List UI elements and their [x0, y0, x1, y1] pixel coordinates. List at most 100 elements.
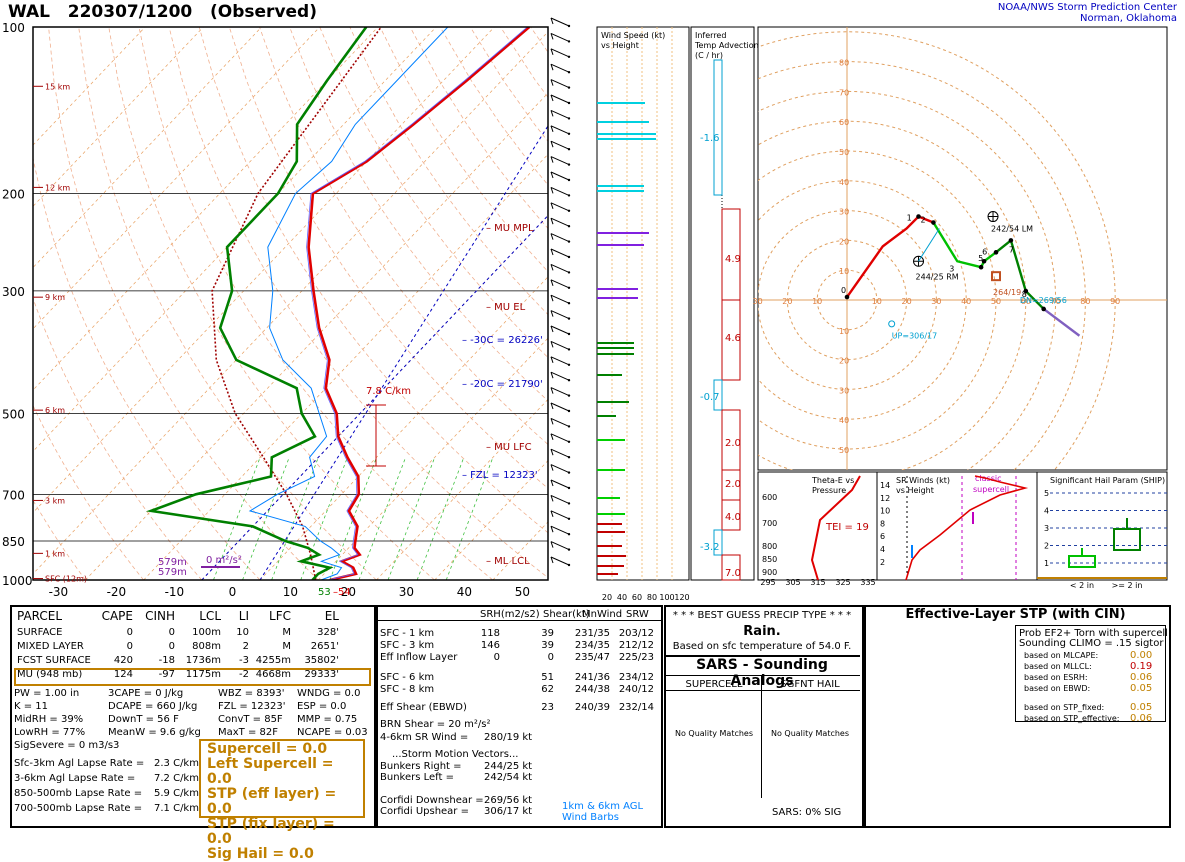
srw-subtitle: vs Height — [896, 486, 934, 495]
stp-prob-row: based on MLCAPE:0.00 — [1024, 651, 1154, 661]
comp-stp-fix: STP (fix layer) = 0.0 — [207, 817, 363, 847]
parcel-cell: 35802' — [294, 654, 342, 668]
wind-barb — [551, 218, 569, 226]
shear-cell: Eff Inflow Layer — [380, 652, 457, 664]
iso30-label: – -30C = 26226' — [462, 335, 543, 346]
stp-prob-label: based on ESRH: — [1024, 673, 1088, 682]
temp-adv-value: 2.0 — [725, 438, 741, 449]
wind-barb — [551, 557, 569, 565]
stp-prob-value: 0.06 — [1130, 714, 1152, 724]
wind-barb-base — [568, 271, 570, 273]
motion-row: Bunkers Right =244/25 kt — [380, 761, 540, 772]
parcel-cell: M — [252, 640, 294, 654]
ship-y-tick: 4 — [1044, 507, 1049, 516]
ship-category: < 2 in — [1070, 581, 1094, 590]
stp-prob-row: based on ESRH:0.06 — [1024, 673, 1154, 683]
stp-prob-row: based on MLLCL:0.19 — [1024, 662, 1154, 672]
precip-title: * * * BEST GUESS PRECIP TYPE * * * — [666, 609, 858, 622]
hodo-x-tick: 40 — [961, 297, 971, 306]
wind-profile-tick: 60 — [632, 593, 642, 602]
idx-ncape: NCAPE = 0.03 — [297, 726, 368, 739]
srw46-label: 4-6km SR Wind = — [380, 731, 468, 744]
stp-prob-value: 0.19 — [1130, 662, 1152, 672]
temp-adv-value: 2.0 — [725, 479, 741, 490]
thetae-subtitle: Pressure — [812, 486, 846, 495]
hodo-x-tick: 30 — [931, 297, 941, 306]
stp-prob-value: 0.00 — [1130, 651, 1152, 661]
barb-legend-2: Wind Barbs — [562, 811, 619, 824]
hodo-y-tick: 20 — [839, 237, 849, 246]
motion-title: ...Storm Motion Vectors... — [392, 748, 518, 761]
shear-cell: 62 — [541, 684, 554, 696]
parcel-cell: 2651' — [294, 640, 342, 654]
parcel-col-li: LI — [224, 609, 252, 623]
thetae-x-tick: 325 — [835, 578, 850, 587]
parcel-cell: 420 — [98, 654, 136, 668]
thetae-tei: TEI = 19 — [825, 522, 869, 533]
mu-row-highlight — [14, 668, 371, 686]
wind-barb — [551, 264, 569, 272]
thetae-x-tick: 305 — [785, 578, 800, 587]
hodo-y-tick-neg: 40 — [839, 416, 849, 425]
wind-barb — [551, 141, 569, 149]
station-id: WAL — [8, 2, 50, 22]
height-label: 1 km — [45, 549, 65, 558]
wind-barb — [551, 126, 569, 134]
shear-cell: 51 — [541, 672, 554, 684]
temp-tick: 0 — [229, 585, 237, 599]
temp-adv-value: 4.0 — [725, 512, 741, 523]
hodo-y-tick: 30 — [839, 208, 849, 217]
parcel-cell: MIXED LAYER — [14, 640, 98, 654]
height-label: SFC (12m) — [45, 575, 87, 584]
obs-status: (Observed) — [210, 2, 317, 22]
thetae-y-tick: 700 — [762, 519, 777, 528]
temp-tick: 50 — [515, 585, 530, 599]
hodo-mean-label: 264/19 — [993, 288, 1021, 297]
wind-barb — [551, 49, 569, 57]
shear-cell: 23 — [541, 702, 554, 714]
srw-y-tick: 4 — [880, 545, 885, 554]
stp-prob-row: based on STP_fixed:0.05 — [1024, 703, 1154, 713]
wind-profile-tick: 120 — [674, 593, 689, 602]
motion-label: Bunkers Right = — [380, 761, 462, 772]
temp-adv-value: -1.6 — [700, 133, 720, 144]
temp-adv-value: -0.7 — [700, 392, 720, 403]
parcel-cell: 0 — [98, 626, 136, 640]
ml-lcl-label: – ML LCL — [486, 556, 530, 567]
shear-cell: 0 — [494, 652, 500, 664]
wind-barb — [551, 80, 569, 88]
wind-barb — [551, 403, 569, 411]
sars-divider2 — [666, 675, 860, 676]
precip-note: Based on sfc temperature of 54.0 F. — [666, 640, 858, 653]
ship-title: Significant Hail Param (SHIP) — [1050, 476, 1165, 485]
ship-y-tick: 3 — [1044, 524, 1049, 533]
shear-cell: Eff Shear (EBWD) — [380, 702, 467, 714]
parcel-cell: 2 — [224, 640, 252, 654]
pressure-tick: 300 — [2, 285, 25, 299]
wind-barb-base — [568, 441, 570, 443]
temp-adv-title: Inferred — [695, 31, 726, 40]
hodo-y-tick: 50 — [839, 148, 849, 157]
srw-y-tick: 14 — [880, 481, 890, 490]
hodo-height-label: 0 — [841, 286, 846, 295]
idx-fzl: FZL = 12323' — [218, 700, 285, 713]
thetae-x-tick: 295 — [760, 578, 775, 587]
parcel-cell: 808m — [178, 640, 224, 654]
hodo-y-tick-neg: 20 — [839, 357, 849, 366]
ship-category: >= 2 in — [1112, 581, 1143, 590]
hodo-x-tick: 90 — [1110, 297, 1120, 306]
indices-col1: PW = 1.00 in K = 11 MidRH = 39% LowRH = … — [14, 687, 119, 752]
wind-barb-base — [568, 102, 570, 104]
height-label: 6 km — [45, 406, 65, 415]
stp-prob-row: based on STP_effective:0.06 — [1024, 714, 1154, 724]
shear-cell: SFC - 6 km — [380, 672, 434, 684]
wind-barb — [551, 18, 569, 26]
parcel-col-cape: CAPE — [98, 609, 136, 623]
hodo-downshear-label: DN=269/56 — [1020, 296, 1067, 305]
hodo-lm-label: 242/54 LM — [991, 225, 1033, 234]
hodo-height-label: 2 — [921, 216, 926, 225]
sfc-td-label: 53 — [318, 587, 331, 598]
stp-prob-value: 0.05 — [1130, 684, 1152, 694]
